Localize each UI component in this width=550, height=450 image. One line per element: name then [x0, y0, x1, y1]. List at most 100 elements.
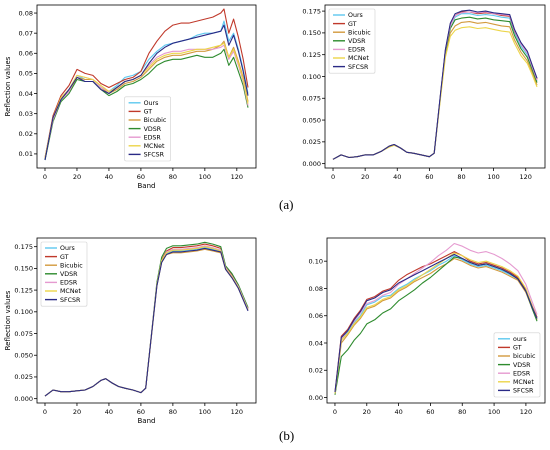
legend-label-mcnet: MCNet [348, 55, 369, 62]
legend-label-gt: GT [144, 109, 153, 116]
legend-label-bicubic: Bicubic [348, 29, 371, 36]
y-tick-label: 0.050 [14, 352, 33, 360]
legend-label-edsr: EDSR [144, 134, 162, 141]
x-tick-label: 60 [137, 408, 145, 416]
y-tick-label: 0.08 [19, 9, 33, 17]
y-tick-label: 0.01 [19, 150, 33, 158]
x-tick-label: 40 [105, 408, 113, 416]
x-tick-label: 80 [458, 408, 466, 416]
x-tick-label: 120 [231, 408, 243, 416]
legend-label-bicubic: Bicubic [60, 262, 83, 269]
legend-label-bicubic: Bicubic [144, 117, 167, 124]
y-tick-label: 0.04 [19, 90, 33, 98]
series-line-gt [334, 251, 538, 393]
y-tick-label: 0.00 [309, 394, 323, 402]
x-tick-label: 0 [333, 408, 337, 416]
legend-label-edsr: EDSR [348, 47, 366, 54]
y-tick-label: 0.02 [309, 367, 323, 375]
legend-label-gt: GT [513, 345, 522, 352]
panel-label-a: (a) [279, 197, 294, 212]
y-tick-label: 0.100 [302, 73, 321, 81]
y-tick-label: 0.150 [302, 29, 321, 37]
legend-label-vdsr: VDSR [60, 271, 78, 278]
x-tick-label: 60 [425, 173, 433, 181]
chart-a-right: 0 20 40 60 80 100 120 0.000 0.025 0.050 0.075 0.100… [302, 4, 546, 181]
y-tick-label: 0.07 [19, 29, 33, 37]
legend-label-bicubic: bicubic [513, 353, 536, 360]
x-tick-label: 40 [105, 173, 113, 181]
legend-box [124, 96, 171, 162]
legend-label-ours: Ours [348, 12, 363, 19]
x-tick-label: 120 [520, 173, 532, 181]
y-tick-label: 0.04 [309, 339, 323, 347]
x-tick-label: 100 [487, 173, 499, 181]
series-line-mcnet [44, 42, 249, 159]
y-tick-label: 0.175 [14, 243, 33, 251]
legend-label-gt: GT [348, 21, 357, 28]
y-tick-label: 0.02 [19, 130, 33, 138]
axes-frame [36, 4, 257, 169]
x-tick-label: 20 [73, 173, 81, 181]
x-tick-label: 80 [169, 408, 177, 416]
legend-box [328, 8, 376, 74]
legend-label-vdsr: VDSR [348, 38, 366, 45]
y-tick-label: 0.100 [14, 308, 33, 316]
chart-b-left: 0 20 40 60 80 100 120 0.000 0.025 0.050 0.075 0.100… [4, 237, 257, 425]
series-line-gt [44, 8, 249, 159]
panel-label-b: (b) [279, 428, 295, 443]
legend-label-edsr: EDSR [60, 280, 78, 287]
y-tick-label: 0.075 [302, 95, 321, 103]
y-tick-label: 0.05 [19, 70, 33, 78]
series-line-sfcsr [332, 9, 538, 160]
x-tick-label: 0 [43, 173, 47, 181]
legend-box [493, 332, 541, 398]
x-tick-label: 120 [520, 408, 532, 416]
legend-label-sfcsr: SFCSR [513, 388, 534, 395]
x-tick-label: 80 [457, 173, 465, 181]
y-axis-label: Reflection values [4, 56, 12, 116]
y-tick-label: 0.075 [14, 330, 33, 338]
legend-label-vdsr: VDSR [513, 362, 531, 369]
legend-label-ours: Ours [144, 100, 159, 107]
y-tick-label: 0.175 [302, 7, 321, 15]
series-line-ours [334, 255, 538, 394]
y-tick-label: 0.050 [302, 116, 321, 124]
x-axis-label: Band [138, 182, 156, 190]
y-tick-label: 0.150 [14, 265, 33, 273]
axes-frame [36, 237, 257, 404]
y-tick-label: 0.025 [302, 138, 321, 146]
y-tick-label: 0.000 [14, 395, 33, 403]
legend-label-mcnet: MCNet [60, 288, 81, 295]
legend-label-sfcsr: SFCSR [348, 64, 369, 71]
series-line-bicubic [334, 257, 538, 394]
x-tick-label: 100 [199, 173, 211, 181]
series-line-sfcsr [44, 247, 249, 397]
y-tick-label: 0.03 [19, 110, 33, 118]
legend-label-vdsr: VDSR [144, 126, 162, 133]
x-tick-label: 80 [169, 173, 177, 181]
y-axis-label: Reflection values [4, 290, 12, 350]
series-line-ours [44, 20, 249, 161]
legend-box [40, 241, 88, 307]
y-tick-label: 0.000 [302, 160, 321, 168]
series-line-sfcsr [334, 253, 538, 393]
x-tick-label: 0 [43, 408, 47, 416]
y-tick-label: 0.10 [309, 257, 323, 265]
x-tick-label: 20 [363, 408, 371, 416]
legend-label-sfcsr: SFCSR [144, 152, 165, 159]
y-tick-label: 0.125 [302, 51, 321, 59]
x-tick-label: 60 [426, 408, 434, 416]
legend-label-sfcsr: SFCSR [60, 297, 81, 304]
x-tick-label: 60 [137, 173, 145, 181]
legend-label-gt: GT [60, 254, 69, 261]
legend-label-mcnet: MCNet [144, 143, 165, 150]
axes-frame [324, 4, 546, 169]
axes-frame [326, 237, 546, 404]
chart-a-left: 0 20 40 60 80 100 120 0.01 0.02 0.03 0.04 0.05 0.06 0… [4, 4, 257, 190]
x-tick-label: 20 [73, 408, 81, 416]
